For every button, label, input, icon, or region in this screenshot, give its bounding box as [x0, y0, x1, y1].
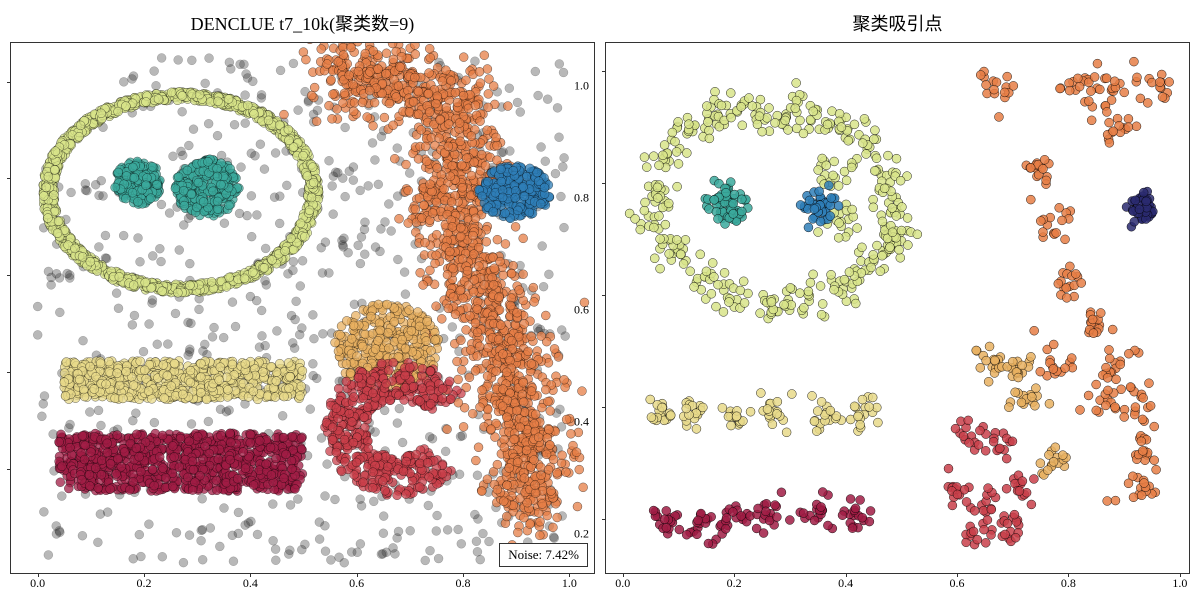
noise-annotation: Noise: 7.42% [499, 543, 588, 567]
y-tick-label: 1.0 [574, 79, 589, 94]
right-panel: 聚类吸引点 0.00.20.40.60.81.00.20.40.60.81.0 [605, 10, 1190, 570]
x-tick-label: 0.4 [838, 576, 853, 591]
figure-container: DENCLUE t7_10k(聚类数=9) Noise: 7.42% 0.00.… [0, 0, 1200, 600]
y-tick-label: 0.2 [574, 527, 589, 542]
x-tick-label: 0.0 [30, 576, 45, 591]
x-tick-label: 0.8 [1061, 576, 1076, 591]
left-scatter-svg [11, 43, 594, 573]
x-tick-label: 0.6 [349, 576, 364, 591]
left-plot-area: Noise: 7.42% 0.00.20.40.60.81.00.20.40.6… [10, 42, 595, 574]
y-tick-label: 0.4 [574, 415, 589, 430]
y-tick-label: 0.8 [574, 191, 589, 206]
left-title: DENCLUE t7_10k(聚类数=9) [10, 10, 595, 36]
x-tick-label: 0.8 [456, 576, 471, 591]
y-tick-label: 0.6 [574, 303, 589, 318]
right-title: 聚类吸引点 [605, 10, 1190, 36]
x-tick-label: 1.0 [1172, 576, 1187, 591]
x-tick-label: 0.4 [243, 576, 258, 591]
right-scatter-svg [606, 43, 1189, 573]
x-tick-label: 1.0 [562, 576, 577, 591]
x-tick-label: 0.0 [615, 576, 630, 591]
x-tick-label: 0.2 [727, 576, 742, 591]
x-tick-label: 0.2 [136, 576, 151, 591]
right-plot-area: 0.00.20.40.60.81.00.20.40.60.81.0 [605, 42, 1190, 574]
left-panel: DENCLUE t7_10k(聚类数=9) Noise: 7.42% 0.00.… [10, 10, 595, 570]
x-tick-label: 0.6 [950, 576, 965, 591]
